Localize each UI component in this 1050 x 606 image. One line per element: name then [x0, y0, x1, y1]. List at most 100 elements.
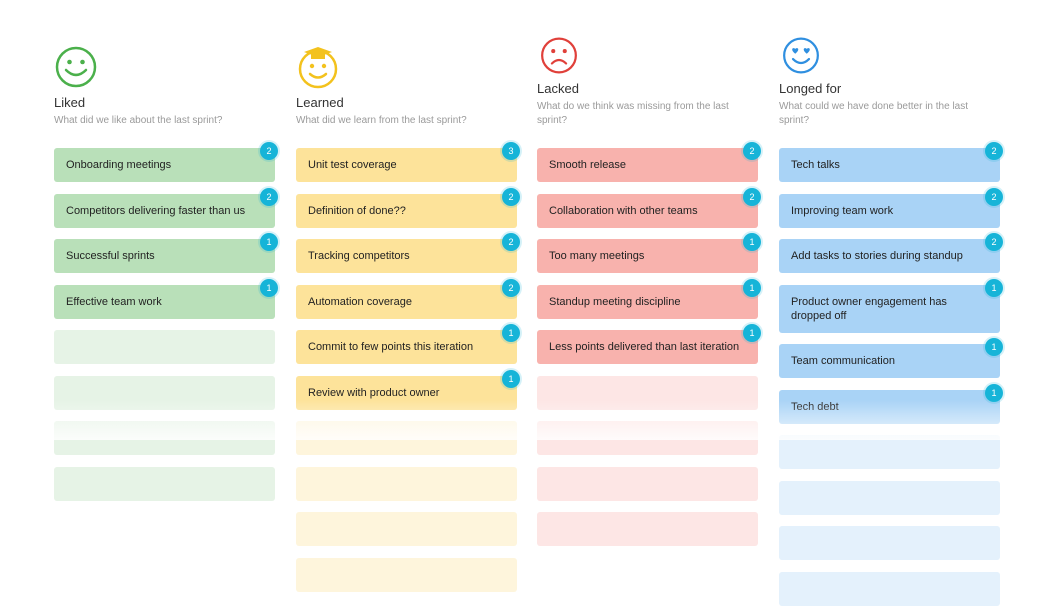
card[interactable]: Tech debt 1 [779, 383, 1003, 424]
card[interactable]: Competitors delivering faster than us 2 [54, 187, 278, 228]
vote-count: 2 [502, 187, 520, 206]
column-header: Lacked What do we think was missing from… [537, 36, 758, 128]
empty-card-slot[interactable] [296, 421, 517, 455]
card[interactable]: Too many meetings 1 [537, 233, 761, 273]
empty-card-slot[interactable] [779, 480, 1000, 515]
card[interactable]: Team communication 1 [779, 338, 1003, 378]
column-subtitle: What did we like about the last sprint? [54, 115, 223, 126]
card-text: Successful sprints [66, 250, 155, 262]
card[interactable]: Collaboration with other teams 2 [537, 187, 761, 228]
card-text: Commit to few points this iteration [308, 341, 474, 353]
vote-count: 1 [502, 324, 520, 342]
column-subtitle: What do we think was missing from the la… [537, 101, 729, 126]
vote-count: 2 [743, 187, 761, 206]
empty-card-slot[interactable] [54, 421, 275, 455]
card-text: Automation coverage [308, 295, 412, 308]
column-title: Learned [296, 95, 344, 110]
vote-count: 2 [502, 233, 520, 251]
empty-card-slot[interactable] [779, 435, 1000, 469]
empty-card-slot[interactable] [537, 512, 758, 546]
column: Learned What did we learn from the last … [296, 0, 520, 592]
empty-card-slot[interactable] [537, 466, 758, 501]
vote-count: 1 [260, 233, 278, 251]
card-list: Onboarding meetings 2 Competitors deliveri… [54, 142, 278, 501]
column-subtitle: What did we learn from the last sprint? [296, 115, 467, 126]
card[interactable]: Product owner engagement has dropped off… [779, 278, 1003, 333]
vote-count: 1 [743, 233, 761, 251]
vote-count: 1 [985, 383, 1003, 402]
vote-count: 2 [502, 278, 520, 297]
card[interactable]: Tracking competitors 2 [296, 233, 520, 273]
card[interactable]: Add tasks to stories during standup 2 [779, 233, 1003, 273]
card-text: Effective team work [66, 295, 162, 308]
card[interactable]: Automation coverage 2 [296, 278, 520, 319]
card-text: Tracking competitors [308, 250, 410, 262]
empty-card-slot[interactable] [537, 375, 758, 410]
lacked-icon [541, 37, 577, 74]
card-text: Improving team work [791, 204, 894, 217]
card-text: Unit test coverage [308, 159, 397, 171]
card-text: Collaboration with other teams [549, 204, 698, 217]
longed-for-icon [783, 37, 819, 74]
card-text: Tech debt [791, 400, 839, 413]
column-header: Liked What did we like about the last sp… [54, 36, 275, 128]
learned-icon [298, 47, 338, 89]
empty-card-slot[interactable] [296, 466, 517, 501]
card-text: Product owner engagement has dropped off [791, 295, 947, 322]
vote-count: 1 [743, 324, 761, 342]
card[interactable]: Successful sprints 1 [54, 233, 278, 273]
vote-count: 3 [502, 142, 520, 160]
card[interactable]: Tech talks 2 [779, 142, 1003, 182]
card[interactable]: Review with product owner 1 [296, 369, 520, 410]
empty-card-slot[interactable] [54, 466, 275, 501]
vote-count: 1 [260, 278, 278, 297]
vote-count: 2 [985, 142, 1003, 160]
liked-icon [55, 46, 97, 88]
card-text: Onboarding meetings [66, 159, 172, 171]
card[interactable]: Effective team work 1 [54, 278, 278, 319]
empty-card-slot[interactable] [296, 512, 517, 546]
card[interactable]: Standup meeting discipline 1 [537, 278, 761, 319]
column: Longed for What could we have done bette… [779, 0, 1003, 606]
card[interactable]: Unit test coverage 3 [296, 142, 520, 182]
column-subtitle: What could we have done better in the la… [779, 101, 969, 126]
column-title: Lacked [537, 81, 579, 96]
column-header: Learned What did we learn from the last … [296, 36, 517, 128]
column: Lacked What do we think was missing from… [537, 0, 761, 546]
column-title: Liked [54, 95, 86, 110]
card[interactable]: Onboarding meetings 2 [54, 142, 278, 182]
card-text: Definition of done?? [308, 204, 406, 217]
vote-count: 2 [985, 187, 1003, 206]
card-text: Standup meeting discipline [549, 295, 681, 308]
empty-card-slot[interactable] [54, 375, 275, 410]
card-text: Smooth release [549, 159, 627, 171]
empty-card-slot[interactable] [54, 330, 275, 364]
vote-count: 1 [985, 338, 1003, 356]
card-text: Too many meetings [549, 250, 645, 262]
card-text: Competitors delivering faster than us [66, 204, 246, 217]
empty-card-slot[interactable] [537, 421, 758, 455]
empty-card-slot[interactable] [779, 526, 1000, 560]
card[interactable]: Definition of done?? 2 [296, 187, 520, 228]
empty-card-slot[interactable] [296, 557, 517, 592]
vote-count: 2 [743, 142, 761, 160]
column: Liked What did we like about the last sp… [54, 0, 278, 501]
column-title: Longed for [779, 81, 842, 96]
card-text: Team communication [791, 355, 895, 367]
vote-count: 1 [502, 369, 520, 388]
card[interactable]: Commit to few points this iteration 1 [296, 324, 520, 364]
card-text: Less points delivered than last iteratio… [549, 341, 740, 353]
card-text: Tech talks [791, 159, 840, 171]
column-header: Longed for What could we have done bette… [779, 36, 1000, 128]
card[interactable]: Smooth release 2 [537, 142, 761, 182]
vote-count: 2 [260, 187, 278, 206]
vote-count: 1 [743, 278, 761, 297]
card-list: Smooth release 2 Collaboration with other … [537, 142, 761, 546]
card-list: Tech talks 2 Improving team work 2 Add tasks… [779, 142, 1003, 606]
card-text: Review with product owner [308, 386, 440, 399]
card-list: Unit test coverage 3 Definition of done?? 2… [296, 142, 520, 592]
empty-card-slot[interactable] [779, 571, 1000, 606]
card[interactable]: Less points delivered than last iteratio… [537, 324, 761, 364]
card[interactable]: Improving team work 2 [779, 187, 1003, 228]
